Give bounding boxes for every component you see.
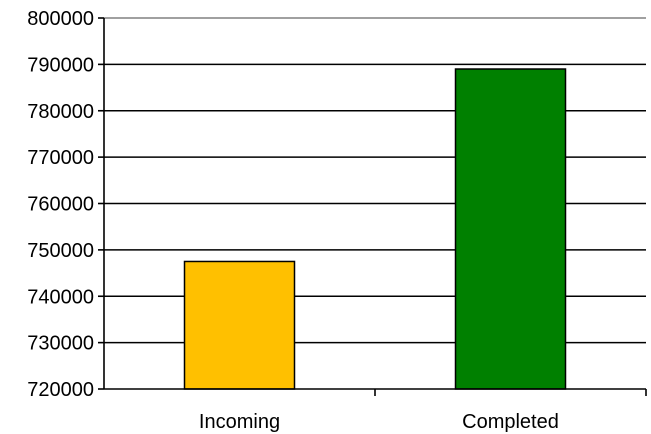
y-tick-label: 760000 <box>27 194 94 216</box>
y-tick-label: 730000 <box>27 333 94 355</box>
y-tick-label: 780000 <box>27 101 94 123</box>
x-tick-labels: Incoming Completed <box>199 411 559 433</box>
bar-completed <box>454 68 567 390</box>
axes <box>98 17 647 396</box>
y-tick-label: 770000 <box>27 147 94 169</box>
y-tick-label: 740000 <box>27 286 94 308</box>
y-tick-label: 750000 <box>27 240 94 262</box>
bar-incoming <box>183 260 296 390</box>
x-tick-label: Completed <box>462 411 559 433</box>
y-tick-labels: 720000 730000 740000 750000 760000 770000 7800… <box>27 8 94 401</box>
y-tick-label: 800000 <box>27 8 94 30</box>
bars <box>183 68 567 390</box>
x-tick-label: Incoming <box>199 411 280 433</box>
y-tick-label: 720000 <box>27 379 94 401</box>
y-tick-label: 790000 <box>27 54 94 76</box>
